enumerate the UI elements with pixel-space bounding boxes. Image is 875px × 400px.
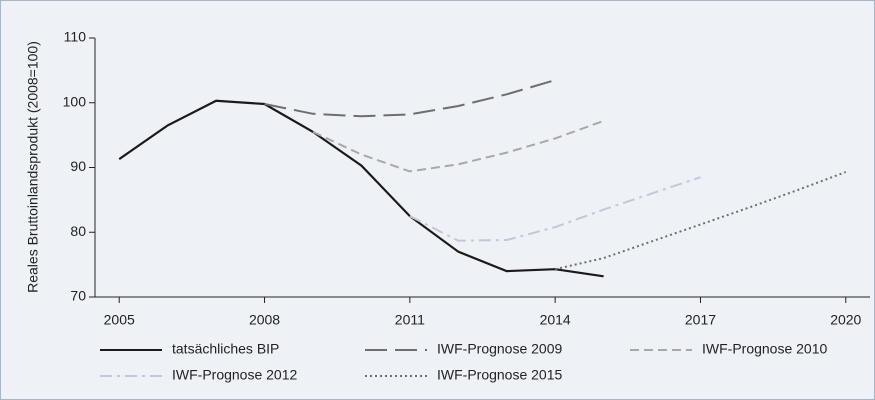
y-tick-label: 100 — [63, 93, 87, 109]
legend-label: IWF-Prognose 2015 — [437, 367, 562, 383]
x-tick-label: 2020 — [830, 312, 861, 328]
legend-label: IWF-Prognose 2010 — [702, 341, 827, 357]
legend-label: tatsächliches BIP — [172, 341, 279, 357]
x-tick-label: 2005 — [104, 312, 135, 328]
legend-label: IWF-Prognose 2009 — [437, 341, 562, 357]
line-series — [312, 119, 604, 173]
y-tick-label: 90 — [70, 158, 86, 174]
line-series — [118, 99, 604, 278]
y-tick-label: 110 — [64, 29, 87, 45]
line-series — [264, 79, 556, 118]
y-tick-label: 70 — [70, 288, 86, 304]
x-tick-label: 2008 — [249, 312, 280, 328]
x-tick-label: 2017 — [685, 312, 716, 328]
x-tick-label: 2014 — [540, 312, 571, 328]
y-tick-label: 80 — [70, 223, 86, 239]
y-axis-label: Reales Bruttoinlandsprodukt (2008=100) — [25, 41, 41, 293]
legend-label: IWF-Prognose 2012 — [172, 367, 297, 383]
line-series — [409, 176, 701, 242]
x-tick-label: 2011 — [395, 312, 425, 328]
